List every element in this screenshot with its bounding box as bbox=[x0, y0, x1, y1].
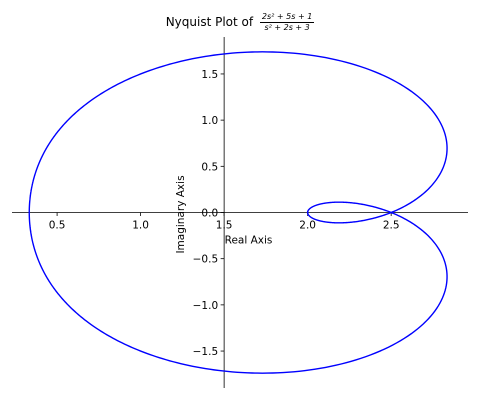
y-tick-label: −0.5 bbox=[193, 254, 219, 266]
chart-title-prefix: Nyquist Plot of bbox=[165, 15, 254, 29]
x-tick-label: 2.0 bbox=[299, 220, 316, 232]
y-axis-label: Imaginary Axis bbox=[175, 175, 187, 253]
x-tick-label: 1.5 bbox=[216, 220, 233, 232]
curves bbox=[28, 51, 448, 374]
axes bbox=[12, 37, 468, 388]
x-tick-label: 1.0 bbox=[132, 220, 149, 232]
x-tick-label: 2.5 bbox=[383, 220, 400, 232]
x-axis-label: Real Axis bbox=[225, 235, 273, 247]
y-tick-label: 0.5 bbox=[201, 161, 218, 173]
y-tick-label: 1.5 bbox=[201, 69, 218, 81]
title-numerator: 2s² + 5s + 1 bbox=[259, 12, 315, 23]
labels: 0.5 1.0 1.5 2.0 2.5 1.5 1.0 0.5 0.0 −0.5 −1.0 −1.5 R… bbox=[49, 69, 400, 358]
title-denominator: s² + 2s + 3 bbox=[264, 23, 310, 32]
nyquist-curve bbox=[28, 51, 448, 374]
y-tick-label: 1.0 bbox=[201, 115, 218, 127]
y-tick-label: −1.5 bbox=[193, 346, 219, 358]
y-tick-label: 0.0 bbox=[201, 208, 218, 220]
x-tick-label: 0.5 bbox=[49, 220, 66, 232]
title-fraction: 2s² + 5s + 1 s² + 2s + 3 bbox=[259, 12, 315, 33]
chart-title: Nyquist Plot of 2s² + 5s + 1 s² + 2s + 3 bbox=[0, 12, 480, 33]
y-tick-label: −1.0 bbox=[193, 300, 219, 312]
